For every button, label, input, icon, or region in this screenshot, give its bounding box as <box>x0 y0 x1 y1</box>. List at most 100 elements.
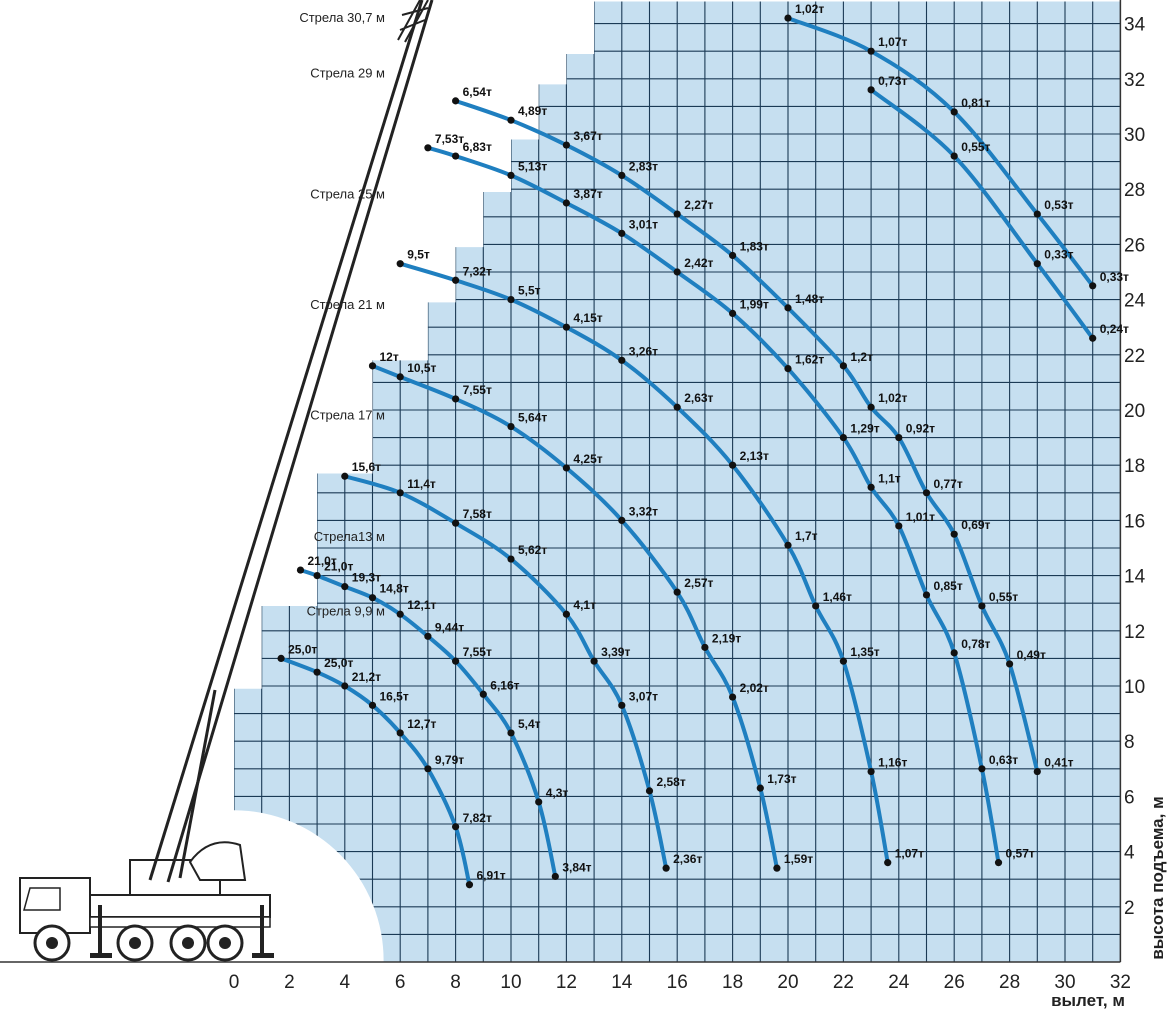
load-point <box>994 859 1003 867</box>
load-point <box>507 422 515 431</box>
load-label: 0,49т <box>1017 648 1046 662</box>
y-tick-label: 20 <box>1124 401 1145 422</box>
load-label: 3,26т <box>629 344 658 358</box>
y-tick-label: 26 <box>1124 235 1145 256</box>
load-point <box>452 276 460 284</box>
load-point <box>950 649 958 657</box>
load-point <box>729 251 737 260</box>
load-label: 14,8т <box>380 582 409 596</box>
load-point <box>662 864 670 872</box>
x-tick-label: 2 <box>284 972 295 993</box>
load-label: 0,24т <box>1100 322 1129 336</box>
load-label: 2,19т <box>712 631 741 645</box>
load-point <box>396 260 404 268</box>
load-label: 1,48т <box>795 292 824 306</box>
x-tick-label: 16 <box>667 972 688 993</box>
y-tick-label: 6 <box>1124 787 1135 808</box>
load-point <box>618 516 626 525</box>
load-label: 0,41т <box>1044 756 1073 770</box>
load-label: 12т <box>380 350 399 364</box>
load-point <box>839 434 848 442</box>
load-point <box>452 657 460 665</box>
load-label: 2,02т <box>740 681 769 695</box>
y-tick-label: 16 <box>1124 511 1145 532</box>
load-point <box>673 588 681 596</box>
x-tick-label: 4 <box>340 972 351 993</box>
load-label: 21,0т <box>307 554 336 568</box>
load-label: 25,0т <box>288 642 317 656</box>
x-tick-label: 28 <box>999 972 1020 993</box>
load-label: 5,62т <box>518 543 547 557</box>
y-tick-label: 4 <box>1124 843 1135 864</box>
x-tick-label: 22 <box>833 972 854 993</box>
load-point <box>452 152 460 160</box>
load-label: 4,3т <box>546 786 569 800</box>
load-point <box>839 362 848 370</box>
load-label: 7,82т <box>463 811 492 825</box>
load-point <box>701 643 709 651</box>
load-point <box>978 602 986 610</box>
x-tick-label: 10 <box>500 972 521 993</box>
load-label: 3,32т <box>629 504 658 518</box>
load-point <box>507 171 515 179</box>
y-tick-label: 18 <box>1124 456 1145 477</box>
load-label: 0,92т <box>906 422 935 436</box>
load-label: 3,01т <box>629 217 658 231</box>
load-point <box>368 362 377 370</box>
load-point <box>895 522 903 530</box>
load-point <box>867 767 875 776</box>
load-label: 9,44т <box>435 620 464 634</box>
load-label: 1,1т <box>878 471 901 485</box>
load-point <box>922 591 931 599</box>
load-label: 0,63т <box>989 753 1018 767</box>
grid <box>0 0 1122 963</box>
load-point <box>424 765 432 773</box>
load-label: 0,77т <box>934 477 963 491</box>
load-label: 2,63т <box>684 391 713 405</box>
load-label: 2,42т <box>684 256 713 270</box>
load-label: 12,7т <box>407 717 436 731</box>
load-label: 3,87т <box>573 187 602 201</box>
load-label: 1,01т <box>906 510 935 524</box>
load-label: 1,07т <box>895 847 924 861</box>
load-label: 5,4т <box>518 717 541 731</box>
load-label: 7,55т <box>463 645 492 659</box>
y-tick-label: 10 <box>1124 677 1145 698</box>
load-point <box>368 594 377 602</box>
load-point <box>1033 210 1041 218</box>
load-point <box>313 668 321 676</box>
load-point <box>277 654 285 663</box>
load-label: 1,2т <box>850 350 873 364</box>
load-point <box>562 610 571 618</box>
x-axis-title: вылет, м <box>1051 991 1125 1010</box>
load-label: 0,57т <box>1006 847 1035 861</box>
load-point <box>465 881 474 889</box>
load-label: 1,29т <box>850 422 879 436</box>
load-point <box>784 365 792 373</box>
load-label: 1,7т <box>795 529 818 543</box>
load-point <box>729 461 737 469</box>
load-point <box>562 323 571 331</box>
y-tick-label: 30 <box>1124 125 1145 146</box>
load-point <box>884 859 892 867</box>
load-point <box>341 472 349 480</box>
load-point <box>773 864 781 872</box>
load-label: 4,89т <box>518 104 547 118</box>
load-points: 25,0т25,0т21,2т16,5т12,7т9,79т7,82т6,91т… <box>277 2 1129 889</box>
load-point <box>368 701 377 709</box>
load-point <box>784 541 792 549</box>
load-label: 19,3т <box>352 571 381 585</box>
load-label: 11,4т <box>407 477 436 491</box>
load-label: 2,58т <box>657 775 686 789</box>
crane-illustration <box>19 0 434 962</box>
x-axis-ticks: 0 2 4 6 8 10 12 14 16 18 20 22 24 26 28 30 32 <box>229 972 1131 993</box>
y-axis-title: высота подъема, м <box>1148 796 1167 959</box>
x-tick-label: 6 <box>395 972 406 993</box>
load-label: 1,73т <box>767 772 796 786</box>
boom-label: Стрела13 м <box>314 529 385 544</box>
load-point <box>673 210 681 218</box>
load-label: 2,83т <box>629 159 658 173</box>
load-point <box>507 555 515 563</box>
load-point <box>551 872 559 881</box>
load-label: 2,36т <box>673 852 702 866</box>
